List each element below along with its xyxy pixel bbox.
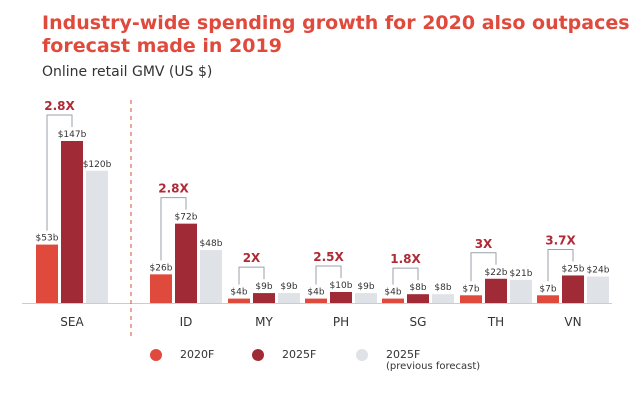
title-line-1: Industry-wide spending growth for 2020 a… [42, 12, 630, 34]
bar-sea-previous [86, 170, 108, 303]
bar-sg-2025 [407, 294, 429, 303]
category-label-id: ID [180, 315, 193, 329]
legend-swatch-2025 [252, 349, 264, 361]
bar-vn-2020 [537, 295, 559, 303]
bar-id-2025 [175, 223, 197, 303]
bar-vn-2025 [562, 275, 584, 303]
bar-sea-2020 [36, 244, 58, 303]
data-label-id-2025: $72b [175, 213, 198, 223]
category-label-sg: SG [410, 315, 427, 329]
title-line-2: forecast made in 2019 [42, 35, 282, 57]
data-label-sea-previous: $120b [83, 160, 112, 170]
multiplier-th: 3X [475, 237, 493, 251]
data-label-th-2025: $22b [485, 268, 508, 278]
bar-id-2020 [150, 274, 172, 303]
data-label-id-previous: $48b [200, 239, 223, 249]
multiplier-vn: 3.7X [545, 233, 576, 247]
data-label-sea-2020: $53b [36, 234, 59, 244]
legend-label-2020: 2020F [180, 348, 215, 361]
data-label-my-previous: $9b [280, 282, 297, 292]
bar-vn-previous [587, 276, 609, 303]
chart-subtitle: Online retail GMV (US $) [42, 64, 213, 80]
data-label-sg-previous: $8b [434, 283, 451, 293]
bar-my-previous [278, 293, 300, 303]
bar-sea-2025 [61, 141, 83, 303]
category-label-ph: PH [333, 315, 349, 329]
data-label-sg-2025: $8b [409, 283, 426, 293]
category-label-vn: VN [564, 315, 581, 329]
data-label-vn-2020: $7b [539, 284, 556, 294]
bracket-id [160, 197, 187, 261]
bracket-th [470, 252, 497, 282]
bar-my-2025 [253, 293, 275, 303]
multiplier-sg: 1.8X [390, 252, 421, 266]
bar-th-2020 [460, 295, 482, 303]
bracket-sea [46, 114, 73, 231]
bracket-sg [392, 267, 419, 285]
multiplier-ph: 2.5X [313, 250, 344, 264]
legend-label-previous: 2025F (previous forecast) [386, 348, 480, 372]
data-label-th-previous: $21b [510, 269, 533, 279]
bracket-ph [315, 265, 342, 285]
bar-ph-2020 [305, 298, 327, 303]
data-label-vn-2025: $25b [562, 264, 585, 274]
data-label-id-2020: $26b [150, 263, 173, 273]
bracket-my [238, 266, 265, 285]
category-label-sea: SEA [60, 315, 84, 329]
legend-swatch-2020 [150, 349, 162, 361]
bar-th-2025 [485, 278, 507, 303]
multiplier-my: 2X [243, 251, 261, 265]
data-label-sea-2025: $147b [58, 130, 87, 140]
bar-ph-2025 [330, 291, 352, 303]
data-label-my-2020: $4b [230, 288, 247, 298]
legend-label-previous-main: 2025F [386, 348, 421, 361]
bracket-vn [547, 248, 574, 282]
data-label-my-2025: $9b [255, 282, 272, 292]
legend-label-previous-sub: (previous forecast) [386, 361, 481, 372]
data-label-vn-previous: $24b [587, 266, 610, 276]
data-label-ph-2020: $4b [307, 288, 324, 298]
bar-my-2020 [228, 298, 250, 303]
data-label-ph-2025: $10b [330, 281, 353, 291]
category-label-th: TH [487, 315, 504, 329]
legend-swatch-previous [356, 349, 368, 361]
bar-sg-2020 [382, 298, 404, 303]
data-label-ph-previous: $9b [357, 282, 374, 292]
data-label-sg-2020: $4b [384, 288, 401, 298]
bar-ph-previous [355, 293, 377, 303]
legend-label-2025: 2025F [282, 348, 317, 361]
bar-sg-previous [432, 294, 454, 303]
multiplier-sea: 2.8X [44, 99, 75, 113]
multiplier-id: 2.8X [158, 182, 189, 196]
bar-th-previous [510, 279, 532, 303]
bar-id-previous [200, 250, 222, 303]
category-label-my: MY [255, 315, 273, 329]
chart-title: Industry-wide spending growth for 2020 a… [42, 12, 632, 58]
data-label-th-2020: $7b [462, 284, 479, 294]
